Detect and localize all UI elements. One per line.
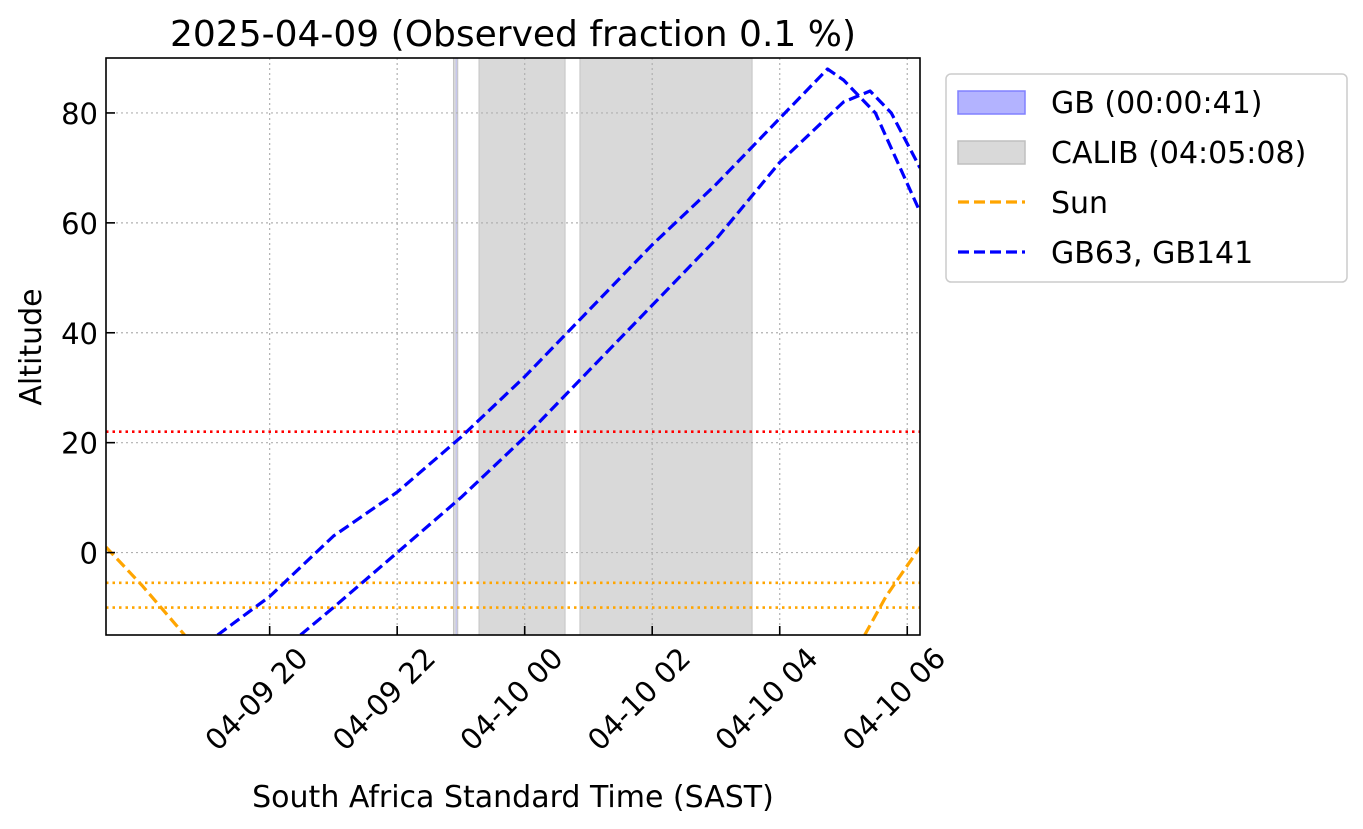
series-line-gb141 xyxy=(299,89,920,635)
legend-label: CALIB (04:05:08) xyxy=(1051,136,1306,171)
y-tick-label: 20 xyxy=(61,427,98,461)
legend-label: GB63, GB141 xyxy=(1051,236,1253,271)
legend-label: GB (00:00:41) xyxy=(1051,86,1263,121)
y-tick-label: 80 xyxy=(61,97,98,131)
gb-interval xyxy=(455,58,458,635)
series-line-sun xyxy=(106,546,186,635)
legend: GB (00:00:41) CALIB (04:05:08) Sun GB63, GB… xyxy=(945,73,1348,283)
calib-interval xyxy=(579,58,753,635)
legend-label: Sun xyxy=(1051,186,1108,221)
grid xyxy=(106,58,920,635)
series-group xyxy=(106,67,920,635)
legend-box xyxy=(945,73,1348,283)
reference-lines xyxy=(106,430,920,609)
axes-frame xyxy=(105,57,921,636)
chart-title: 2025-04-09 (Observed fraction 0.1 %) xyxy=(170,14,856,55)
legend-swatch xyxy=(957,90,1026,115)
legend-swatch xyxy=(957,140,1026,165)
y-axis-label: Altitude xyxy=(14,288,49,405)
y-tick-label: 0 xyxy=(80,537,98,571)
series-line-sun xyxy=(863,546,920,635)
calib-interval xyxy=(478,58,566,635)
y-tick-label: 60 xyxy=(61,207,98,241)
shaded-intervals xyxy=(452,58,753,635)
y-tick-label: 40 xyxy=(61,317,98,351)
series-line-gb63 xyxy=(216,67,920,635)
x-axis-label: South Africa Standard Time (SAST) xyxy=(252,780,774,815)
